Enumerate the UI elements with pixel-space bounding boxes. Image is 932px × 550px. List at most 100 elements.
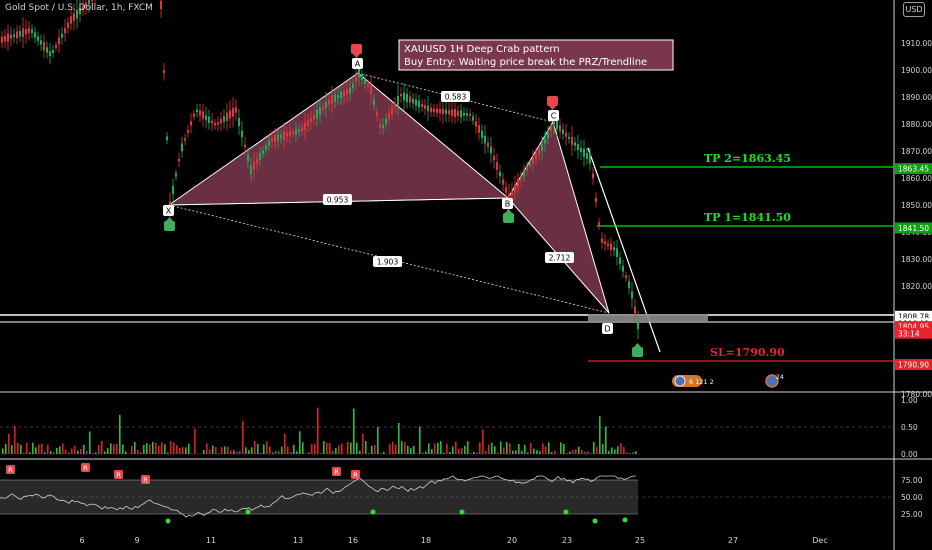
osc1-bar xyxy=(311,444,313,454)
osc1-bar xyxy=(377,426,379,454)
price-tag-box xyxy=(895,310,932,322)
candle-body xyxy=(319,107,321,115)
osc1-bar xyxy=(257,444,259,454)
time-tick-label: 18 xyxy=(421,536,431,545)
osc1-bar xyxy=(74,445,76,454)
prz-zone[interactable] xyxy=(588,314,708,322)
osc1-bar xyxy=(389,444,391,454)
oscillator-axis-ticks: 1.00 0.50 0.00 75.00 50.00 25.00 xyxy=(901,396,923,519)
candle-body xyxy=(262,150,264,154)
candle-body xyxy=(466,113,468,116)
osc1-bar xyxy=(77,450,79,454)
time-tick-label: 23 xyxy=(562,536,572,545)
candle-body xyxy=(556,121,558,130)
candle-body xyxy=(352,83,354,89)
candle-body xyxy=(274,135,276,143)
symbol-title[interactable]: Gold Spot / U.S. Dollar, 1h, FXCM xyxy=(5,3,153,13)
candle-body xyxy=(403,92,405,101)
osc1-bar xyxy=(398,422,400,454)
event-badge-icon[interactable]: 24 xyxy=(765,374,784,388)
candle-body xyxy=(271,138,273,142)
osc1-bar xyxy=(326,442,328,454)
candle-body xyxy=(523,170,525,177)
candle-body xyxy=(505,187,507,193)
osc1-bar xyxy=(29,452,31,454)
currency-button[interactable]: USD xyxy=(903,2,925,17)
candle-body xyxy=(550,126,552,131)
osc1-bar xyxy=(512,450,514,454)
candle-body xyxy=(346,89,348,95)
rsi-label: R xyxy=(6,465,15,475)
candle-body xyxy=(526,167,528,171)
event-badge[interactable]: 6 121 2 xyxy=(672,375,714,387)
osc1-bar xyxy=(458,448,460,454)
time-tick-label: 11 xyxy=(206,536,216,545)
osc1-bar xyxy=(332,450,334,454)
osc1-bar xyxy=(317,407,319,454)
candle-body xyxy=(280,135,282,139)
candle-body xyxy=(499,171,501,177)
annotation-box[interactable]: XAUUSD 1H Deep Crab pattern Buy Entry: W… xyxy=(398,39,674,71)
osc1-bar xyxy=(464,445,466,454)
price-tag-box xyxy=(895,327,932,339)
osc1-bar xyxy=(614,449,616,454)
osc1-bar xyxy=(569,451,571,454)
candle-body xyxy=(619,257,621,264)
candle-body xyxy=(430,107,432,113)
candle-body xyxy=(502,179,504,185)
osc1-bar xyxy=(164,444,166,454)
time-tick-label: Dec xyxy=(812,536,827,545)
candle-body xyxy=(88,0,90,4)
rsi-label-box xyxy=(351,470,360,479)
osc1-bar xyxy=(338,445,340,454)
osc1-bar xyxy=(533,448,535,454)
candle-body xyxy=(259,153,261,160)
candle-body xyxy=(328,99,330,105)
osc1-bar xyxy=(383,451,385,454)
candle-body xyxy=(418,100,420,108)
osc1-bar xyxy=(167,452,169,454)
osc1-bar xyxy=(632,452,634,454)
candle-body xyxy=(547,131,549,139)
rsi-label-text: R xyxy=(83,465,88,473)
svg-text:0.953: 0.953 xyxy=(327,196,349,205)
rsi-label-text: R xyxy=(143,477,148,485)
candle-body xyxy=(196,109,198,113)
candle-body xyxy=(301,126,303,132)
svg-text:2.712: 2.712 xyxy=(549,254,571,263)
time-tick-label: 20 xyxy=(507,536,517,545)
candle-body xyxy=(424,105,426,109)
candle-body xyxy=(622,265,624,272)
candle-body xyxy=(40,40,42,45)
candle-body xyxy=(394,103,396,108)
osc1-bar xyxy=(95,452,97,454)
osc1-bar xyxy=(233,450,235,454)
osc1-bar xyxy=(230,450,232,454)
candle-body xyxy=(277,134,279,141)
candle-body xyxy=(85,2,87,8)
candle-body xyxy=(220,118,222,124)
osc1-bar xyxy=(620,443,622,454)
osc1-bar xyxy=(293,444,295,454)
candle-body xyxy=(469,113,471,116)
candle-body xyxy=(13,34,15,37)
price-tick-label: 1890.00 xyxy=(901,93,932,102)
candle-body xyxy=(217,122,219,125)
osc1-bar xyxy=(146,443,148,454)
candle-body xyxy=(400,93,402,97)
candle-body xyxy=(517,179,519,188)
candle-body xyxy=(25,29,27,35)
osc1-bar xyxy=(299,431,301,454)
osc1-bar xyxy=(587,451,589,454)
osc1-bar xyxy=(593,442,595,454)
osc1-bar xyxy=(59,446,61,454)
tp2-label: TP 2=1863.45 xyxy=(704,152,791,165)
buy-signal-icon xyxy=(632,343,643,357)
osc1-bar xyxy=(203,449,205,454)
osc1-bar xyxy=(254,441,256,454)
price-tick-label: 1780.00 xyxy=(901,390,932,399)
osc1-bar xyxy=(179,447,181,454)
osc1-bar xyxy=(92,453,94,454)
osc1-bar xyxy=(440,441,442,454)
candle-body xyxy=(175,173,177,177)
